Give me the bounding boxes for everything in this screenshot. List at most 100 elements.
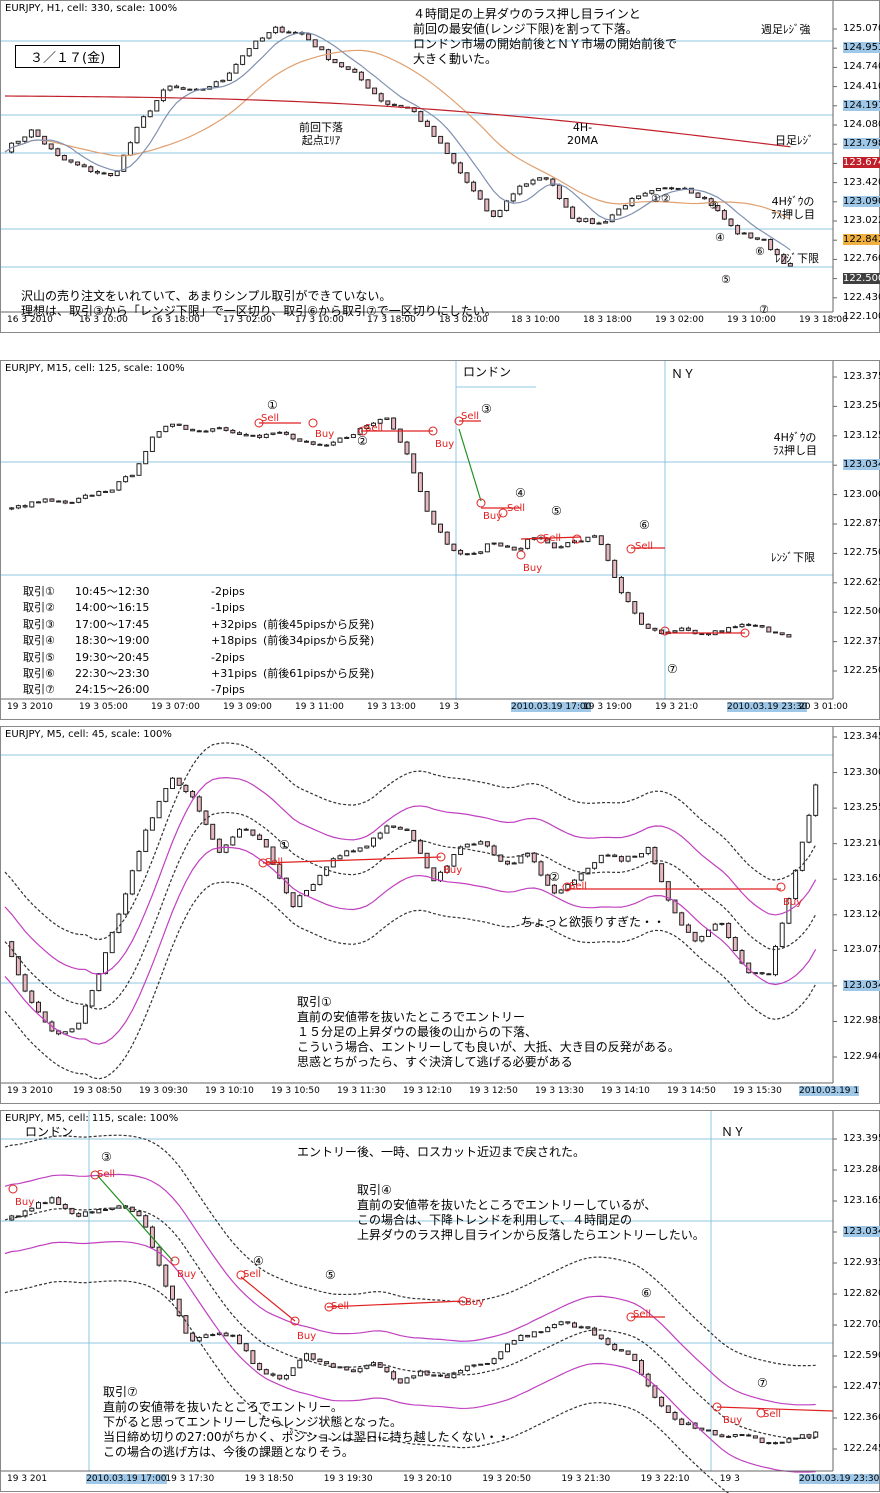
- m5a-candle: [176, 777, 182, 786]
- m15-candle: [498, 542, 504, 547]
- m15-candle: [652, 627, 658, 631]
- m15-candle: [464, 553, 470, 556]
- m5b-candle: [585, 1326, 591, 1329]
- h1-candle: [735, 225, 741, 235]
- m5b-candle: [545, 1327, 551, 1333]
- m5b-candle: [726, 1435, 732, 1438]
- trade-pips: -1pips: [211, 601, 245, 615]
- x-tick-label: 19 3 05:00: [79, 702, 128, 712]
- m5b-candle: [558, 1321, 564, 1326]
- m5b-candle: [538, 1331, 544, 1334]
- trade-signal-label: Sell: [763, 1409, 781, 1420]
- trade-marker: [308, 418, 318, 428]
- m5a-candle: [384, 825, 390, 834]
- m15-candle: [752, 624, 758, 627]
- x-tick-label: 2010.03.19 17:00: [511, 702, 592, 712]
- y-tick-label: 122.705: [843, 1319, 880, 1330]
- h1-note-top: ４時間足の上昇ダウのラス押し目ラインと 前回の最安値(レンジ下限)を割って下落。…: [413, 7, 678, 66]
- m5b-candle: [237, 1334, 242, 1345]
- m15-candle: [384, 417, 390, 420]
- m15-candle: [283, 431, 289, 435]
- trade-note: (前後61pipsから反発): [263, 667, 375, 680]
- h1-candle: [246, 48, 252, 57]
- m5a-candle: [330, 858, 336, 868]
- trade-pips: +18pips: [211, 634, 257, 648]
- note-greedy: ちょっと欲張りすぎた・・: [521, 915, 666, 929]
- m5a-candle: [277, 863, 283, 879]
- trade-signal-label: Sell: [633, 1309, 651, 1320]
- m5a-candle: [632, 855, 638, 858]
- h1-candle: [220, 79, 226, 83]
- trade-line: [326, 1300, 464, 1308]
- date-box: ３／１７(金): [15, 45, 121, 68]
- h1-candle: [622, 205, 628, 210]
- m5a-candle: [223, 844, 229, 853]
- m5b-candle: [759, 1437, 765, 1444]
- label-ny: ＮＹ: [671, 367, 696, 381]
- trade-marker: [324, 1302, 334, 1312]
- m15-candle: [766, 626, 772, 633]
- m15-candle: [618, 576, 624, 594]
- y-tick-label: 122.875: [843, 518, 880, 529]
- m5b-candle: [384, 1366, 390, 1373]
- x-tick-label: 19 3 12:10: [403, 1086, 452, 1096]
- m5a-candle: [350, 850, 356, 853]
- m15-candle: [739, 623, 745, 628]
- m15-candle: [203, 430, 209, 433]
- m5a-candle: [129, 870, 135, 895]
- m5a-candle: [196, 796, 202, 812]
- m15-candle: [123, 476, 129, 483]
- m5a-candle: [297, 895, 303, 908]
- m15-candle: [424, 490, 430, 512]
- m5b-candle: [659, 1396, 665, 1407]
- m15-candle: [779, 632, 785, 636]
- band-mid: [4, 1207, 816, 1440]
- mark-3: ③: [709, 199, 719, 212]
- trade-signal-label: Buy: [177, 1269, 196, 1280]
- y-tick-label: 123.165: [843, 1195, 880, 1206]
- m15-candle: [545, 538, 551, 544]
- m5b-candle: [592, 1327, 598, 1336]
- m5a-candle: [779, 922, 785, 948]
- m5b-candle: [397, 1378, 403, 1384]
- m5b-candle: [324, 1361, 330, 1365]
- x-tick-label: 19 3 09:30: [139, 1086, 188, 1096]
- m5a-candle: [116, 913, 122, 933]
- x-tick-label: 16 3 18:00: [151, 315, 200, 325]
- m15-candle: [350, 434, 356, 438]
- y-tick-label: 123.798: [843, 138, 880, 150]
- note-trade1: 取引① 直前の安値帯を抜いたところでエントリー １５分足の上昇ダウの最後の山から…: [297, 995, 680, 1069]
- m5a-candle: [96, 973, 102, 992]
- m15-candle: [304, 440, 309, 443]
- mark-5: ⑤: [721, 273, 731, 286]
- h1-candle: [662, 187, 668, 190]
- m15-candle: [484, 543, 490, 553]
- h1-candle: [517, 185, 523, 195]
- y-tick-label: 122.760: [843, 253, 880, 265]
- trade-note: (前後45pipsから反発): [263, 617, 375, 631]
- m5b-candle: [357, 1367, 363, 1373]
- trade-line: [262, 856, 442, 864]
- trade-signal-label: Sell: [265, 857, 283, 868]
- trade-pips: -2pips: [211, 650, 245, 664]
- trade-marker: [90, 1170, 100, 1180]
- m5b-candle: [230, 1334, 236, 1337]
- m5a-candle: [29, 990, 35, 1003]
- m5a-candle: [397, 826, 403, 830]
- m5a-candle: [216, 838, 222, 853]
- y-tick-label: 123.420: [843, 176, 880, 188]
- h1-candle: [471, 181, 477, 192]
- m15-candle: [82, 494, 88, 499]
- m5b-candle: [632, 1353, 638, 1362]
- trade-marker: [626, 1312, 636, 1322]
- x-tick-label: 19 3 08:50: [73, 1086, 122, 1096]
- band-upper: [4, 777, 817, 976]
- m5b-candle: [498, 1351, 504, 1360]
- m15-candle: [525, 538, 531, 549]
- m5b-candle: [203, 1334, 209, 1339]
- m5a-candle: [799, 841, 805, 871]
- band-outer-lower: [4, 881, 817, 1080]
- h1-candle: [563, 198, 569, 208]
- h1-candle: [642, 192, 648, 197]
- m5b-candle: [766, 1442, 772, 1445]
